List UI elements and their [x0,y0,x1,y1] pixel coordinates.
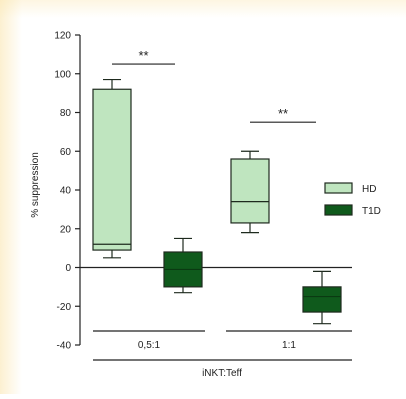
box-hd [92,88,132,251]
significance-label: ** [278,106,288,121]
legend-swatch-t1d [324,204,353,216]
box-t1d [302,286,342,313]
y-tick-label: 120 [54,31,71,42]
significance-label: ** [138,48,148,63]
box-hd [230,158,270,224]
y-tick-label: 80 [60,108,72,119]
group-label: 1:1 [282,340,296,351]
legend-swatch-hd [324,182,353,194]
legend-label: T1D [362,206,381,217]
y-tick-label: 40 [60,186,72,197]
y-tick-label: 100 [54,69,71,80]
group-label: 0,5:1 [138,340,161,351]
y-tick-label: -40 [57,341,72,352]
y-tick-label: 0 [65,263,71,274]
y-tick-label: 60 [60,147,72,158]
y-tick-label: 20 [60,224,72,235]
y-axis-label: % suppression [30,152,41,218]
x-axis-label: iNKT:Teff [202,368,242,379]
y-tick-label: -20 [57,302,72,313]
legend-label: HD [362,184,376,195]
